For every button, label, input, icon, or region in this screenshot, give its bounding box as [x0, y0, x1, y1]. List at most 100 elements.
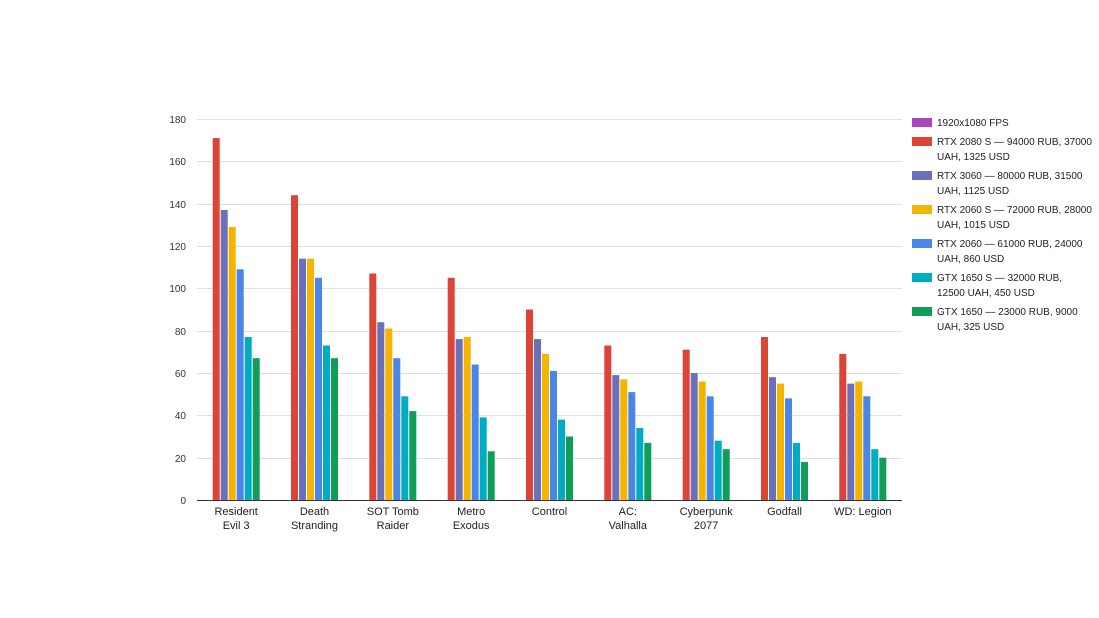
bar [526, 309, 533, 500]
legend-item: GTX 1650 — 23000 RUB, 9000 UAH, 325 USD [912, 305, 1092, 335]
bar [252, 358, 260, 500]
bar [620, 379, 628, 500]
x-category-label: Control [532, 506, 567, 518]
bar [628, 392, 636, 500]
x-category-label: AC: Valhalla [609, 506, 648, 532]
bar [534, 339, 541, 500]
bar [777, 383, 784, 500]
legend-swatch [912, 239, 932, 248]
bar [769, 377, 776, 500]
bar [409, 411, 417, 500]
bar [604, 345, 612, 500]
y-tick-label: 160 [169, 157, 186, 168]
y-tick-label: 120 [169, 242, 186, 253]
legend-item: GTX 1650 S — 32000 RUB, 12500 UAH, 450 U… [912, 271, 1092, 301]
x-category-label: WD: Legion [834, 506, 891, 518]
legend-label: GTX 1650 — 23000 RUB, 9000 UAH, 325 USD [937, 307, 1078, 333]
x-category-label: Resident Evil 3 [214, 506, 257, 532]
gridlines [197, 119, 902, 459]
x-category-label: Cyberpunk 2077 [680, 506, 734, 532]
bar [463, 337, 471, 500]
bar [331, 358, 338, 500]
legend-item: RTX 2060 S — 72000 RUB, 28000 UAH, 1015 … [912, 203, 1092, 233]
legend-swatch [912, 273, 932, 282]
bar [393, 358, 401, 500]
bar [801, 461, 808, 500]
x-axis-category-labels: Resident Evil 3 Death Stranding SOT Tomb Raid… [214, 506, 891, 532]
bar [471, 364, 479, 500]
legend-label: RTX 2060 — 61000 RUB, 24000 UAH, 860 USD [937, 239, 1083, 265]
bar [385, 328, 393, 500]
bar [879, 457, 887, 500]
y-tick-label: 20 [175, 454, 187, 465]
legend-item: 1920x1080 FPS [912, 116, 1092, 131]
x-category-label: Godfall [767, 506, 802, 518]
bar [212, 138, 220, 500]
bar [793, 442, 800, 500]
bar [847, 383, 855, 500]
bar [863, 396, 871, 500]
bar [447, 277, 455, 501]
bar [785, 398, 792, 500]
legend-swatch [912, 137, 932, 146]
bar [299, 258, 306, 500]
legend-item: RTX 2060 — 61000 RUB, 24000 UAH, 860 USD [912, 237, 1092, 267]
bar [839, 353, 847, 500]
bar [682, 349, 690, 500]
bar [698, 381, 706, 500]
bar [690, 373, 698, 500]
bar [315, 277, 322, 501]
y-tick-label: 40 [175, 411, 187, 422]
bar [714, 440, 722, 500]
bar [401, 396, 409, 500]
y-tick-label: 0 [180, 496, 186, 507]
y-tick-label: 140 [169, 200, 186, 211]
bar [761, 337, 768, 500]
legend-label: RTX 2060 S — 72000 RUB, 28000 UAH, 1015 … [937, 205, 1092, 231]
legend-label: GTX 1650 S — 32000 RUB, 12500 UAH, 450 U… [937, 273, 1063, 299]
bar [542, 353, 549, 500]
bar [550, 370, 557, 500]
bar [487, 451, 495, 500]
y-tick-label: 180 [169, 115, 186, 126]
bar [706, 396, 714, 500]
bar [377, 322, 385, 500]
legend-item: RTX 3060 — 80000 RUB, 31500 UAH, 1125 US… [912, 169, 1092, 199]
y-tick-label: 60 [175, 369, 187, 380]
bar [558, 419, 565, 500]
bar [369, 273, 377, 500]
bar [220, 210, 228, 500]
y-axis-tick-labels: 0 20 40 60 80 100 120 140 160 180 [169, 115, 186, 507]
legend-label: RTX 2080 S — 94000 RUB, 37000 UAH, 1325 … [937, 137, 1092, 163]
x-category-label: SOT Tomb Raider [367, 506, 419, 532]
bars [212, 138, 887, 501]
bar [455, 339, 463, 500]
bar [244, 337, 252, 500]
bar [236, 269, 244, 500]
bar [636, 428, 644, 500]
legend: 1920x1080 FPS RTX 2080 S — 94000 RUB, 370… [912, 116, 1092, 339]
legend-label: 1920x1080 FPS [937, 118, 1009, 129]
legend-swatch [912, 307, 932, 316]
legend-swatch [912, 171, 932, 180]
bar [722, 449, 730, 500]
bar [871, 449, 879, 500]
bar [644, 442, 652, 500]
bar [228, 226, 236, 500]
bar [612, 375, 620, 500]
bar [307, 258, 314, 500]
y-tick-label: 80 [175, 327, 187, 338]
x-category-label: Metro Exodus [453, 506, 490, 532]
y-tick-label: 100 [169, 284, 186, 295]
bar [479, 417, 487, 500]
bar [291, 195, 298, 500]
x-category-label: Death Stranding [291, 506, 338, 532]
legend-item: RTX 2080 S — 94000 RUB, 37000 UAH, 1325 … [912, 135, 1092, 165]
bar [323, 345, 330, 500]
bar [855, 381, 863, 500]
bar [566, 436, 573, 500]
legend-label: RTX 3060 — 80000 RUB, 31500 UAH, 1125 US… [937, 171, 1083, 197]
legend-swatch [912, 118, 932, 127]
legend-swatch [912, 205, 932, 214]
